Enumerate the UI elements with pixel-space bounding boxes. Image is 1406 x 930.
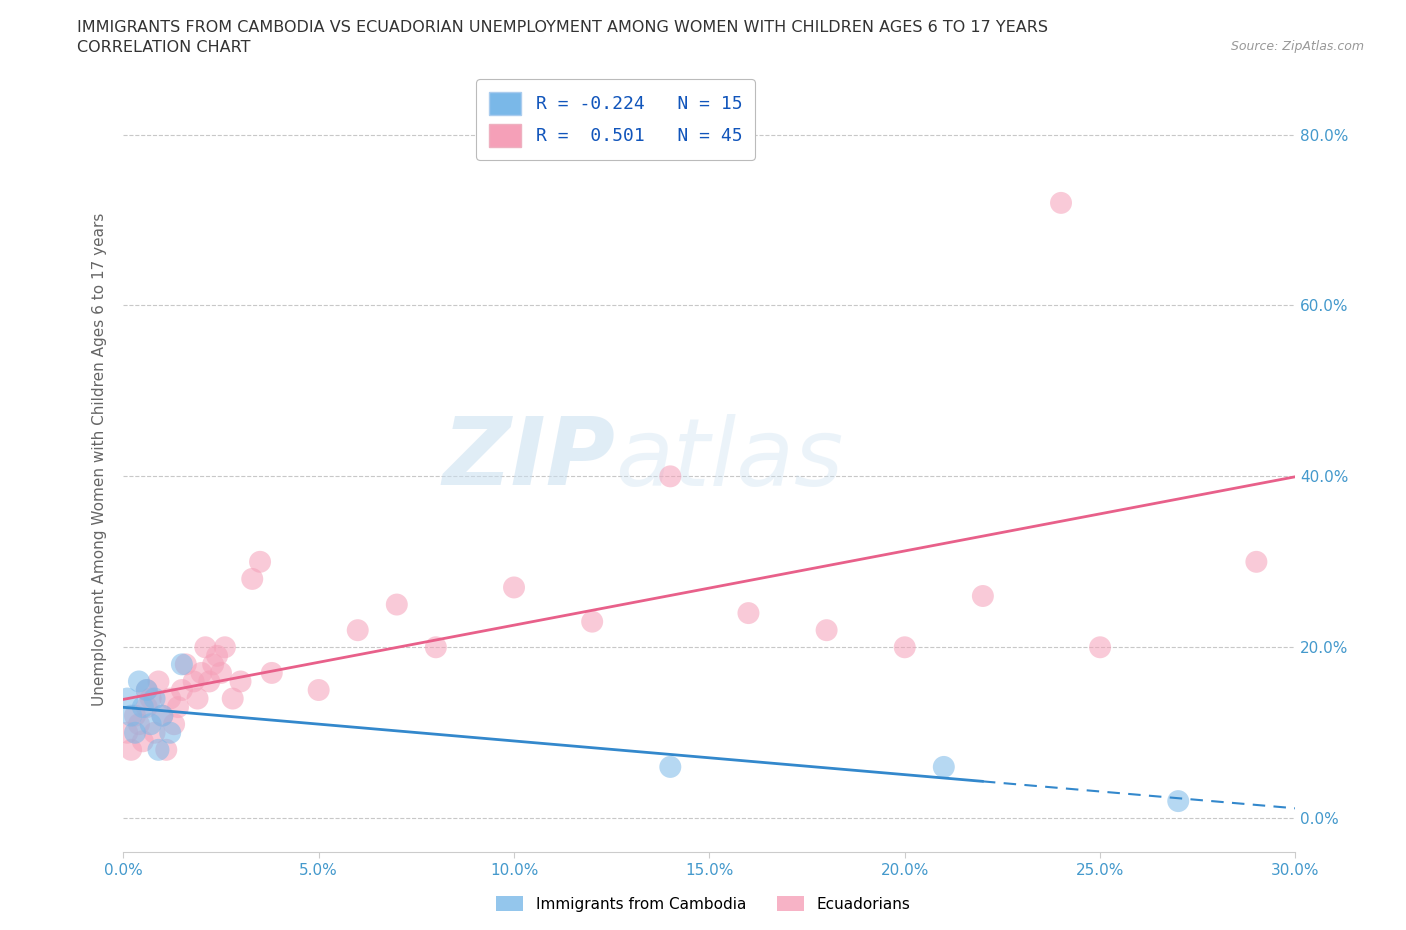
Point: [124, 709, 146, 724]
Point: [229, 674, 252, 689]
Point: [581, 614, 603, 629]
Point: [120, 742, 142, 757]
Text: Source: ZipAtlas.com: Source: ZipAtlas.com: [1230, 40, 1364, 53]
Point: [214, 640, 236, 655]
Point: [135, 683, 157, 698]
Point: [170, 657, 193, 671]
Point: [222, 691, 245, 706]
Point: [163, 717, 186, 732]
Point: [659, 469, 682, 484]
Point: [1088, 640, 1111, 655]
Text: ZIP: ZIP: [443, 413, 616, 505]
Point: [260, 666, 283, 681]
Point: [893, 640, 915, 655]
Point: [159, 725, 181, 740]
Point: [503, 580, 526, 595]
Point: [148, 674, 170, 689]
Text: IMMIGRANTS FROM CAMBODIA VS ECUADORIAN UNEMPLOYMENT AMONG WOMEN WITH CHILDREN AG: IMMIGRANTS FROM CAMBODIA VS ECUADORIAN U…: [77, 20, 1049, 35]
Point: [972, 589, 994, 604]
Point: [737, 605, 759, 620]
Point: [1246, 554, 1268, 569]
Point: [385, 597, 408, 612]
Point: [209, 666, 232, 681]
Point: [139, 691, 162, 706]
Point: [932, 760, 955, 775]
Point: [198, 674, 221, 689]
Point: [150, 709, 173, 724]
Point: [240, 571, 263, 586]
Point: [132, 699, 155, 714]
Point: [143, 725, 166, 740]
Point: [159, 691, 181, 706]
Point: [190, 666, 212, 681]
Legend: R = -0.224   N = 15, R =  0.501   N = 45: R = -0.224 N = 15, R = 0.501 N = 45: [477, 79, 755, 160]
Point: [1167, 793, 1189, 808]
Point: [139, 717, 162, 732]
Point: [202, 657, 225, 671]
Point: [183, 674, 205, 689]
Point: [135, 683, 157, 698]
Point: [249, 554, 271, 569]
Point: [815, 623, 838, 638]
Point: [115, 725, 138, 740]
Point: [132, 734, 155, 749]
Point: [186, 691, 208, 706]
Point: [148, 742, 170, 757]
Y-axis label: Unemployment Among Women with Children Ages 6 to 17 years: Unemployment Among Women with Children A…: [93, 213, 107, 706]
Point: [167, 699, 190, 714]
Point: [170, 683, 193, 698]
Point: [194, 640, 217, 655]
Point: [155, 742, 177, 757]
Point: [346, 623, 368, 638]
Point: [1050, 195, 1073, 210]
Point: [115, 691, 138, 706]
Point: [128, 674, 150, 689]
Point: [135, 699, 157, 714]
Point: [124, 725, 146, 740]
Point: [425, 640, 447, 655]
Text: CORRELATION CHART: CORRELATION CHART: [77, 40, 250, 55]
Point: [308, 683, 330, 698]
Point: [659, 760, 682, 775]
Point: [120, 709, 142, 724]
Point: [174, 657, 197, 671]
Point: [143, 691, 166, 706]
Legend: Immigrants from Cambodia, Ecuadorians: Immigrants from Cambodia, Ecuadorians: [489, 889, 917, 918]
Text: atlas: atlas: [616, 414, 844, 505]
Point: [205, 648, 228, 663]
Point: [128, 717, 150, 732]
Point: [150, 709, 173, 724]
